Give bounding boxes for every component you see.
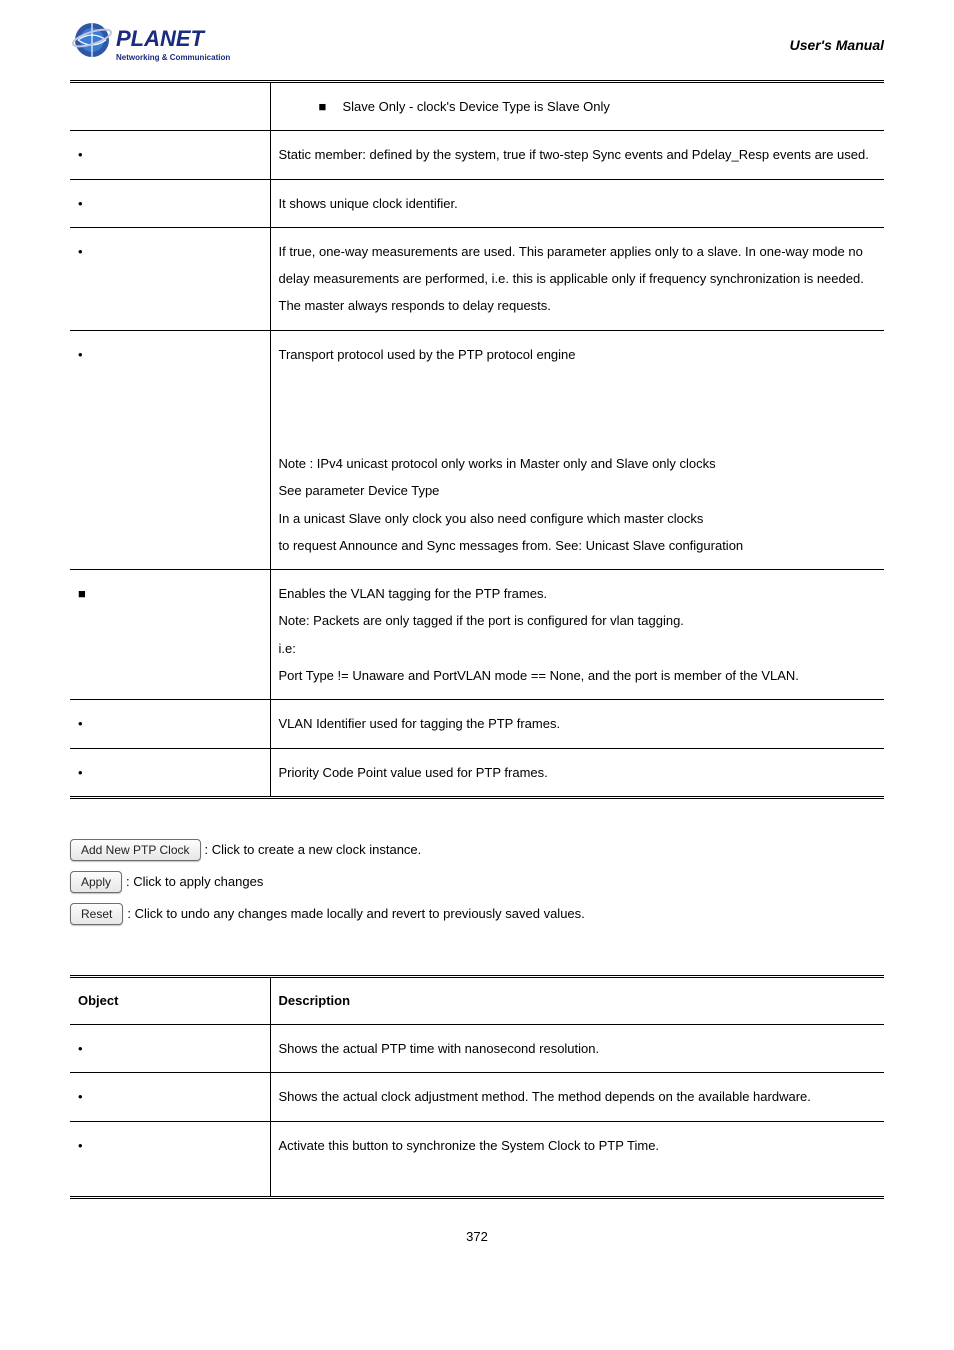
logo-brand-text: PLANET xyxy=(116,26,206,51)
table2-cell-left: •PTP Time xyxy=(70,1024,270,1072)
bullet-icon: • xyxy=(78,1132,94,1159)
button-description-row: Apply : Click to apply changes xyxy=(70,871,884,893)
table1-cell-right: If true, one-way measurements are used. … xyxy=(270,227,884,330)
ui-button-apply[interactable]: Apply xyxy=(70,871,122,893)
button-description-text: : Click to undo any changes made locally… xyxy=(127,906,584,921)
page-root: PLANET Networking & Communication User's… xyxy=(0,0,954,1274)
table1-cell-right: VLAN Identifier used for tagging the PTP… xyxy=(270,700,884,748)
table1-cell-right: Transport protocol used by the PTP proto… xyxy=(270,330,884,569)
table2-cell-right: Shows the actual clock adjustment method… xyxy=(270,1073,884,1121)
table2-cell-right: Shows the actual PTP time with nanosecon… xyxy=(270,1024,884,1072)
bullet-icon: • xyxy=(78,141,94,168)
table2-cell-left: •Synchronize to System Clock xyxy=(70,1121,270,1198)
table2-header-object: Object xyxy=(70,976,270,1024)
planet-logo-svg: PLANET Networking & Communication xyxy=(70,20,260,70)
table1-cell-right: Static member: defined by the system, tr… xyxy=(270,131,884,179)
bullet-icon: • xyxy=(78,710,94,737)
brand-logo: PLANET Networking & Communication xyxy=(70,20,260,70)
table2-cell-left: •Clock Adjustment Method xyxy=(70,1073,270,1121)
button-description-row: Reset : Click to undo any changes made lo… xyxy=(70,903,884,925)
parameter-table-1: ■Slave Only - clock's Device Type is Sla… xyxy=(70,80,884,799)
table1-cell-right: It shows unique clock identifier. xyxy=(270,179,884,227)
page-header: PLANET Networking & Communication User's… xyxy=(70,20,884,70)
bullet-icon: • xyxy=(78,759,94,786)
square-icon: ■ xyxy=(78,580,94,607)
table1-cell-left: •VID xyxy=(70,700,270,748)
table1-cell-left: •PCP xyxy=(70,748,270,797)
table1-cell-right: Priority Code Point value used for PTP f… xyxy=(270,748,884,797)
bullet-icon: • xyxy=(78,341,94,368)
table2-header-description: Description xyxy=(270,976,884,1024)
bullet-icon: • xyxy=(78,190,94,217)
manual-title: User's Manual xyxy=(790,37,884,53)
logo-tagline-text: Networking & Communication xyxy=(116,53,230,62)
parameter-table-2: Object Description •PTP TimeShows the ac… xyxy=(70,975,884,1199)
table1-cell-left: •One Way xyxy=(70,227,270,330)
table1-cell-right: ■Slave Only - clock's Device Type is Sla… xyxy=(270,82,884,131)
bullet-icon: • xyxy=(78,1083,94,1110)
table1-cell-left: •Clock Identity xyxy=(70,179,270,227)
ui-button-reset[interactable]: Reset xyxy=(70,903,123,925)
table1-cell-left xyxy=(70,82,270,131)
table1-cell-right: Enables the VLAN tagging for the PTP fra… xyxy=(270,570,884,700)
table1-cell-left: ■VLAN Tag Enable xyxy=(70,570,270,700)
table1-cell-left: •Protocol xyxy=(70,330,270,569)
square-icon: ■ xyxy=(319,93,343,120)
button-description-text: : Click to create a new clock instance. xyxy=(205,842,422,857)
page-number: 372 xyxy=(70,1229,884,1244)
button-description-row: Add New PTP Clock : Click to create a new… xyxy=(70,839,884,861)
button-description-text: : Click to apply changes xyxy=(126,874,263,889)
bullet-icon: • xyxy=(78,1035,94,1062)
buttons-description-block: Add New PTP Clock : Click to create a new… xyxy=(70,839,884,925)
table2-cell-right: Activate this button to synchronize the … xyxy=(270,1121,884,1198)
ui-button-add-new-ptp-clock[interactable]: Add New PTP Clock xyxy=(70,839,201,861)
table1-cell-left: •2 Step Flag xyxy=(70,131,270,179)
bullet-icon: • xyxy=(78,238,94,265)
